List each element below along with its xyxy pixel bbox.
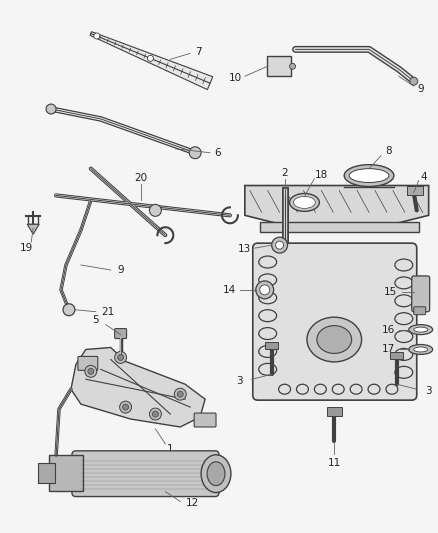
Text: 17: 17	[382, 344, 396, 354]
FancyBboxPatch shape	[72, 451, 219, 497]
Ellipse shape	[317, 326, 352, 353]
Polygon shape	[260, 222, 419, 232]
Circle shape	[118, 354, 124, 360]
FancyBboxPatch shape	[412, 276, 430, 312]
FancyBboxPatch shape	[38, 463, 55, 482]
Ellipse shape	[307, 317, 362, 362]
Text: 12: 12	[186, 498, 199, 508]
FancyBboxPatch shape	[49, 455, 83, 490]
Circle shape	[272, 237, 288, 253]
Text: 8: 8	[385, 146, 392, 156]
Ellipse shape	[414, 327, 427, 332]
FancyBboxPatch shape	[327, 407, 342, 416]
Circle shape	[63, 304, 75, 316]
Circle shape	[115, 351, 127, 364]
Circle shape	[148, 55, 153, 61]
Polygon shape	[90, 31, 213, 90]
Text: 11: 11	[328, 458, 341, 468]
Ellipse shape	[290, 193, 319, 212]
Circle shape	[260, 285, 270, 295]
Circle shape	[46, 104, 56, 114]
Circle shape	[85, 365, 97, 377]
Ellipse shape	[414, 347, 427, 352]
Polygon shape	[71, 348, 205, 427]
Text: 21: 21	[101, 306, 114, 317]
Ellipse shape	[344, 165, 394, 187]
FancyBboxPatch shape	[194, 413, 216, 427]
FancyBboxPatch shape	[407, 185, 423, 196]
Text: 15: 15	[384, 287, 398, 297]
Text: 19: 19	[20, 243, 33, 253]
Circle shape	[290, 63, 296, 69]
Ellipse shape	[293, 197, 315, 208]
Ellipse shape	[409, 344, 433, 354]
Text: 18: 18	[315, 169, 328, 180]
Ellipse shape	[207, 462, 225, 486]
Text: 9: 9	[417, 84, 424, 94]
FancyBboxPatch shape	[253, 243, 417, 400]
Circle shape	[120, 401, 131, 413]
Circle shape	[149, 204, 161, 216]
FancyBboxPatch shape	[414, 307, 426, 314]
Text: 7: 7	[195, 47, 201, 58]
Text: 13: 13	[238, 244, 251, 254]
Text: 6: 6	[215, 148, 221, 158]
Text: 9: 9	[117, 265, 124, 275]
Ellipse shape	[409, 325, 433, 335]
Text: 3: 3	[425, 386, 432, 396]
Circle shape	[276, 241, 283, 249]
Text: 20: 20	[134, 173, 147, 183]
Text: 2: 2	[281, 167, 288, 177]
Circle shape	[94, 33, 100, 39]
Text: 5: 5	[92, 314, 99, 325]
FancyBboxPatch shape	[390, 352, 403, 359]
Text: 3: 3	[237, 376, 243, 386]
Text: 16: 16	[382, 325, 396, 335]
Ellipse shape	[349, 168, 389, 182]
Circle shape	[174, 388, 186, 400]
Text: 10: 10	[228, 73, 241, 83]
Polygon shape	[27, 224, 39, 234]
FancyBboxPatch shape	[78, 357, 98, 370]
FancyBboxPatch shape	[265, 342, 278, 349]
Circle shape	[123, 404, 129, 410]
Ellipse shape	[201, 455, 231, 492]
Text: 1: 1	[167, 444, 173, 454]
Polygon shape	[245, 185, 429, 230]
Circle shape	[88, 368, 94, 374]
Text: 4: 4	[420, 172, 427, 182]
Circle shape	[177, 391, 183, 397]
Circle shape	[189, 147, 201, 159]
Circle shape	[410, 77, 418, 85]
Circle shape	[256, 281, 274, 299]
Circle shape	[152, 411, 159, 417]
Text: 14: 14	[223, 285, 237, 295]
Circle shape	[149, 408, 161, 420]
FancyBboxPatch shape	[267, 56, 290, 76]
FancyBboxPatch shape	[115, 329, 127, 338]
